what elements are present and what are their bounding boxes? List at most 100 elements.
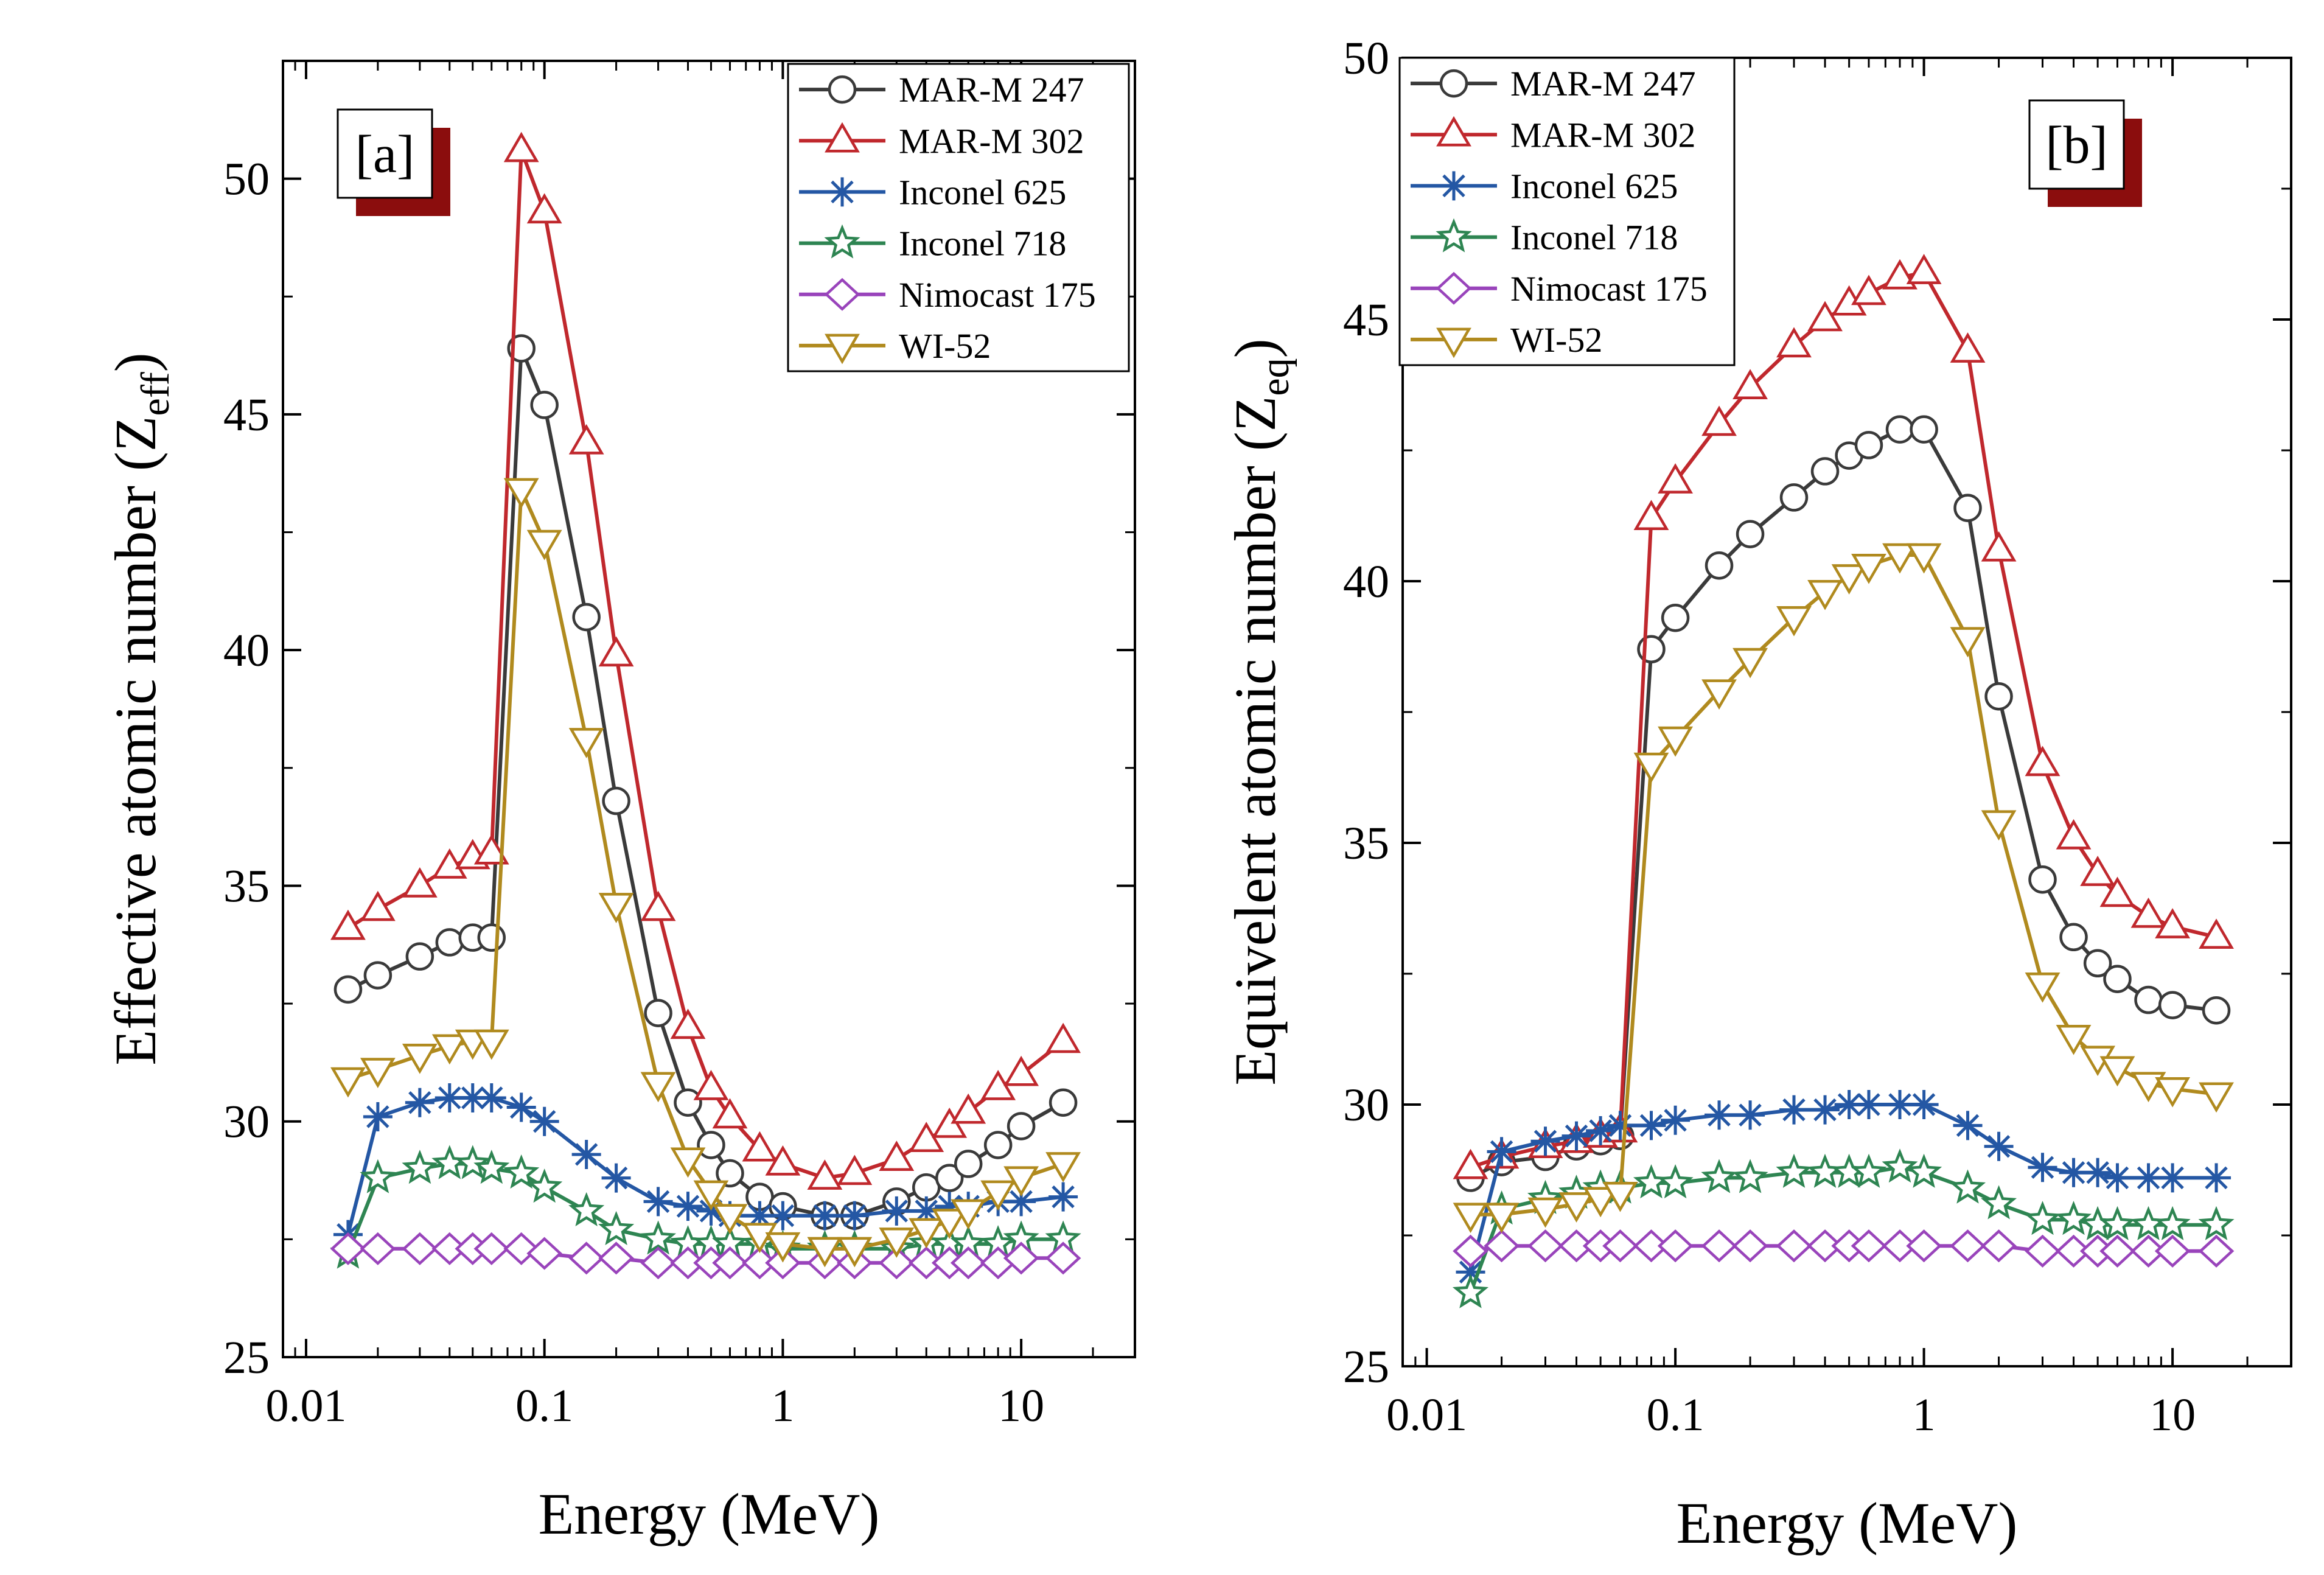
legend-marker-inconel-718	[1436, 218, 1472, 253]
data-point-inconel-718	[640, 1220, 677, 1255]
data-point-mar-m-247	[2028, 865, 2057, 894]
data-point-wi-52	[712, 1204, 748, 1235]
data-point-inconel-718	[1882, 1148, 1918, 1183]
data-point-inconel-718	[2154, 1206, 2191, 1240]
data-point-wi-52	[1981, 810, 2017, 841]
data-point-mar-m-302	[670, 1008, 706, 1039]
y-tick-label: 45	[223, 389, 270, 441]
data-point-inconel-625	[1636, 1111, 1666, 1140]
data-point-nimocast-175	[1484, 1229, 1520, 1263]
data-point-mar-m-302	[402, 867, 438, 898]
data-point-mar-m-302	[1906, 254, 1942, 284]
data-point-mar-m-247	[530, 391, 559, 419]
data-point-wi-52	[473, 1029, 509, 1060]
x-tick-label: 1	[771, 1380, 794, 1431]
legend-marker-inconel-625	[1439, 171, 1468, 201]
data-point-wi-52	[1527, 1197, 1563, 1228]
legend-box	[1398, 57, 1736, 366]
data-point-inconel-625	[571, 1139, 601, 1169]
data-point-inconel-718	[1657, 1164, 1694, 1199]
data-point-mar-m-302	[837, 1154, 873, 1186]
data-point-wi-52	[932, 1209, 968, 1239]
legend-marker-mar-m-302	[1436, 116, 1471, 147]
data-point-inconel-625	[1810, 1095, 1840, 1125]
data-point-nimocast-175	[360, 1232, 396, 1265]
legend-label-inconel-718: Inconel 718	[899, 224, 1066, 264]
data-point-inconel-718	[1981, 1185, 2017, 1220]
data-point-nimocast-175	[878, 1246, 915, 1280]
data-point-wi-52	[951, 1199, 986, 1230]
data-point-mar-m-302	[330, 909, 366, 940]
data-point-mar-m-247	[572, 602, 601, 632]
data-point-nimocast-175	[1527, 1229, 1563, 1263]
data-point-mar-m-302	[2130, 897, 2166, 928]
panel-b: 0.01 0.1 1 10 25 30 35 40 45 50 Energy (MeV) Equive…	[1223, 33, 2292, 1556]
data-point-mar-m-247	[1007, 1112, 1036, 1140]
data-point-wi-52	[1453, 1203, 1488, 1234]
data-point-mar-m-247	[1953, 494, 1982, 522]
data-point-nimocast-175	[402, 1232, 438, 1265]
series-inconel-718	[1452, 1148, 2235, 1308]
series-line-mar-m-247	[1470, 427, 2217, 1180]
data-point-mar-m-302	[1733, 369, 1768, 400]
data-point-nimocast-175	[330, 1232, 366, 1265]
data-point-inconel-718	[1776, 1153, 1812, 1188]
legend-marker-inconel-625	[828, 177, 857, 207]
data-point-nimocast-175	[2025, 1234, 2061, 1268]
legend: MAR-M 247 MAR-M 302 Inconel 625 Inconel 718…	[787, 63, 1130, 372]
data-point-inconel-718	[2056, 1201, 2092, 1235]
x-tick-label: 0.01	[265, 1380, 346, 1431]
data-point-wi-52	[2099, 1056, 2135, 1087]
data-point-mar-m-302	[1658, 463, 1694, 494]
data-point-mar-m-302	[1981, 531, 2017, 562]
y-tick-label: 25	[1343, 1341, 1389, 1392]
data-point-wi-52	[1882, 543, 1917, 574]
data-point-inconel-718	[2198, 1206, 2235, 1240]
legend-label-nimocast-175: Nimocast 175	[1510, 269, 1708, 309]
y-axis-title-close: )	[103, 352, 168, 372]
data-point-inconel-718	[1949, 1169, 1986, 1204]
data-point-wi-52	[1484, 1203, 1520, 1234]
data-point-inconel-718	[455, 1145, 491, 1179]
series-line-mar-m-302	[1470, 270, 2217, 1170]
data-point-mar-m-247	[1049, 1088, 1078, 1117]
data-point-wi-52	[526, 529, 562, 561]
data-point-mar-m-302	[879, 1140, 915, 1171]
data-point-wi-52	[2056, 1024, 2092, 1055]
data-point-inconel-718	[1452, 1274, 1489, 1308]
data-point-mar-m-247	[1637, 635, 1666, 664]
data-point-mar-m-247	[1854, 431, 1883, 459]
legend-label-wi-52: WI-52	[899, 326, 991, 366]
legend-label-mar-m-247: MAR-M 247	[1510, 64, 1696, 103]
data-point-wi-52	[1733, 648, 1768, 679]
data-point-inconel-625	[476, 1083, 506, 1112]
data-point-mar-m-247	[697, 1131, 725, 1159]
data-point-mar-m-302	[598, 636, 634, 667]
data-point-wi-52	[765, 1232, 801, 1263]
data-point-wi-52	[1831, 564, 1867, 595]
legend-marker-nimocast-175	[1436, 271, 1472, 305]
y-tick-label: 35	[223, 861, 270, 912]
data-point-mar-m-302	[712, 1098, 748, 1129]
data-point-mar-m-247	[435, 928, 464, 957]
data-point-mar-m-247	[674, 1088, 702, 1117]
data-point-inconel-625	[840, 1201, 870, 1231]
data-point-mar-m-247	[983, 1131, 1013, 1159]
data-point-wi-52	[598, 893, 634, 923]
panel-tag-label: [a]	[355, 125, 415, 184]
data-point-mar-m-247	[1736, 520, 1765, 548]
x-tick-label: 0.01	[1386, 1389, 1467, 1441]
data-point-inconel-625	[1854, 1090, 1883, 1119]
data-point-inconel-625	[2102, 1163, 2132, 1193]
data-point-inconel-625	[882, 1196, 912, 1226]
legend-label-inconel-625: Inconel 625	[1510, 166, 1678, 206]
data-point-inconel-718	[2099, 1206, 2135, 1240]
data-point-inconel-625	[529, 1106, 559, 1136]
data-point-nimocast-175	[2198, 1234, 2235, 1268]
y-tick-label: 35	[1343, 818, 1389, 869]
data-point-inconel-625	[2059, 1158, 2088, 1187]
data-point-inconel-625	[1049, 1182, 1078, 1212]
data-point-nimocast-175	[2056, 1234, 2092, 1268]
data-point-inconel-718	[360, 1159, 396, 1193]
data-point-inconel-625	[405, 1088, 434, 1117]
